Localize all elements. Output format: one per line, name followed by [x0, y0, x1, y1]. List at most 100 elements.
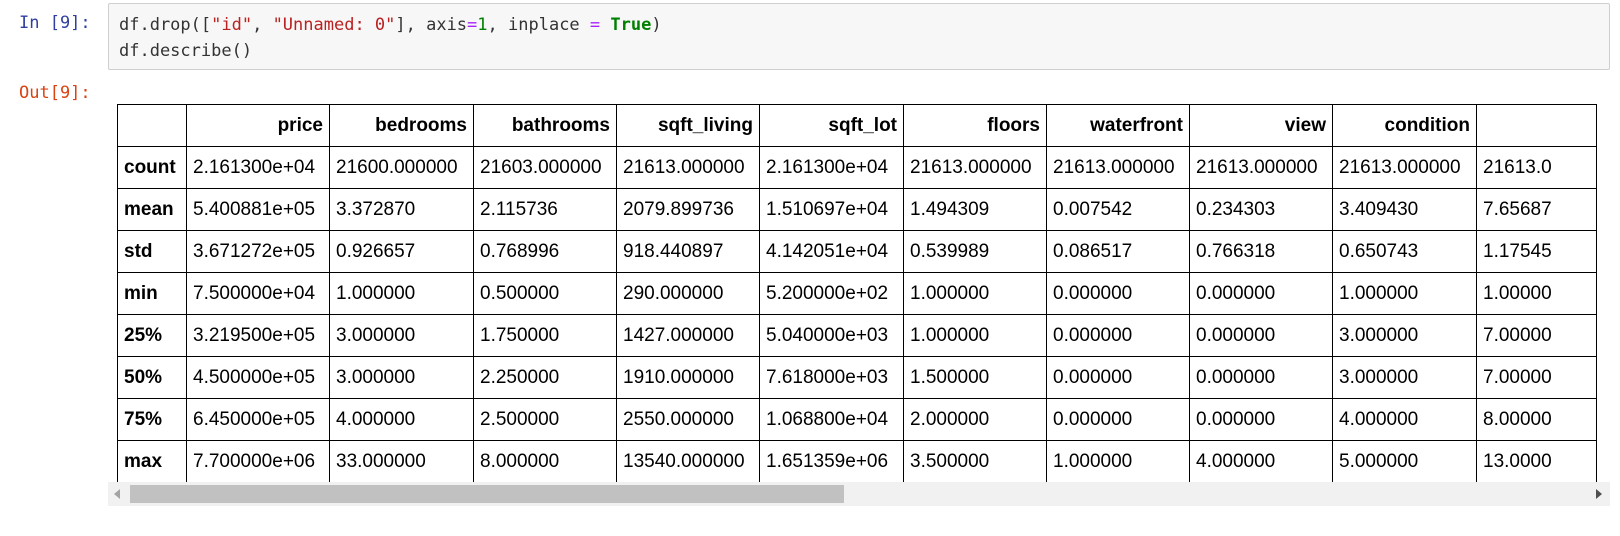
- table-cell: 13.0000: [1476, 440, 1597, 483]
- table-cell: 4.500000e+05: [186, 356, 330, 399]
- table-row: std 3.671272e+05 0.926657 0.768996 918.44089…: [117, 230, 1597, 273]
- table-cell: 5.200000e+02: [759, 272, 904, 315]
- table-cell: 0.000000: [1046, 314, 1190, 357]
- table-row: min 7.500000e+04 1.000000 0.500000 290.00000…: [117, 272, 1597, 315]
- table-cell: 21613.000000: [616, 146, 760, 189]
- table-row: count 2.161300e+04 21600.000000 21603.00000…: [117, 146, 1597, 189]
- code-token: ,: [252, 15, 273, 35]
- table-cell: 0.000000: [1046, 356, 1190, 399]
- index-header: [117, 104, 187, 147]
- table-cell: 3.372870: [329, 188, 474, 231]
- table-cell: 1.494309: [903, 188, 1047, 231]
- table-cell: 3.219500e+05: [186, 314, 330, 357]
- code-token: [600, 15, 610, 35]
- describe-table: price bedrooms bathrooms sqft_living sqft_lo…: [117, 104, 1597, 483]
- row-label: 25%: [117, 314, 187, 357]
- table-cell: 1427.000000: [616, 314, 760, 357]
- table-row: 75% 6.450000e+05 4.000000 2.500000 2550.0000…: [117, 398, 1597, 441]
- table-cell: 3.671272e+05: [186, 230, 330, 273]
- table-row: 25% 3.219500e+05 3.000000 1.750000 1427.0000…: [117, 314, 1597, 357]
- table-cell: 1.510697e+04: [759, 188, 904, 231]
- table-cell: 1.500000: [903, 356, 1047, 399]
- table-cell: 918.440897: [616, 230, 760, 273]
- table-cell: 3.000000: [1332, 314, 1477, 357]
- table-cell: 21613.000000: [1046, 146, 1190, 189]
- column-header: condition: [1332, 104, 1477, 147]
- table-row: mean 5.400881e+05 3.372870 2.115736 2079.899…: [117, 188, 1597, 231]
- column-header: price: [186, 104, 330, 147]
- row-label: mean: [117, 188, 187, 231]
- code-token: df.drop([: [119, 15, 212, 35]
- table-cell: 2.000000: [903, 398, 1047, 441]
- table-cell: 1.000000: [1046, 440, 1190, 483]
- table-cell: 21603.000000: [473, 146, 617, 189]
- table-cell: 7.00000: [1476, 356, 1597, 399]
- table-cell: 3.000000: [329, 314, 474, 357]
- row-label: max: [117, 440, 187, 483]
- scroll-right-arrow-icon[interactable]: [1596, 489, 1602, 499]
- table-body: count 2.161300e+04 21600.000000 21603.00000…: [117, 146, 1597, 483]
- table-cell: 2.115736: [473, 188, 617, 231]
- code-string: "id": [211, 15, 253, 35]
- table-cell: 5.040000e+03: [759, 314, 904, 357]
- table-cell: 1.00000: [1476, 272, 1597, 315]
- table-cell: 0.926657: [329, 230, 474, 273]
- table-cell: 3.000000: [329, 356, 474, 399]
- table-cell: 21613.000000: [1332, 146, 1477, 189]
- table-cell: 0.768996: [473, 230, 617, 273]
- table-cell: 7.500000e+04: [186, 272, 330, 315]
- table-cell: 21613.000000: [903, 146, 1047, 189]
- table-cell: 2550.000000: [616, 398, 760, 441]
- table-cell: 0.766318: [1189, 230, 1333, 273]
- table-cell: 0.007542: [1046, 188, 1190, 231]
- code-line-2: df.describe(): [119, 41, 253, 61]
- table-cell: 4.142051e+04: [759, 230, 904, 273]
- column-header: view: [1189, 104, 1333, 147]
- table-cell: 2.161300e+04: [186, 146, 330, 189]
- table-cell: 0.000000: [1189, 314, 1333, 357]
- table-cell: 290.000000: [616, 272, 760, 315]
- table-cell: 1.000000: [903, 314, 1047, 357]
- table-cell: 0.086517: [1046, 230, 1190, 273]
- table-cell: 3.500000: [903, 440, 1047, 483]
- horizontal-scrollbar[interactable]: [108, 482, 1610, 506]
- row-label: count: [117, 146, 187, 189]
- code-keyword: True: [610, 15, 652, 35]
- column-header: sqft_lot: [759, 104, 904, 147]
- table-cell: 0.000000: [1046, 272, 1190, 315]
- code-operator: =: [589, 15, 601, 35]
- table-cell: 21600.000000: [329, 146, 474, 189]
- table-cell: 7.65687: [1476, 188, 1597, 231]
- row-label: min: [117, 272, 187, 315]
- table-cell: 8.000000: [473, 440, 617, 483]
- scroll-left-arrow-icon[interactable]: [114, 489, 120, 499]
- table-cell: 0.234303: [1189, 188, 1333, 231]
- table-cell: 1.068800e+04: [759, 398, 904, 441]
- table-cell: 4.000000: [1332, 398, 1477, 441]
- code-operator: =: [467, 15, 478, 35]
- table-cell: 21613.0: [1476, 146, 1597, 189]
- code-cell[interactable]: df.drop(["id", "Unnamed: 0"], axis=1, in…: [108, 3, 1610, 70]
- table-cell: 13540.000000: [616, 440, 760, 483]
- column-header: bedrooms: [329, 104, 474, 147]
- dataframe-viewport: price bedrooms bathrooms sqft_living sqft_lo…: [117, 104, 1610, 499]
- table-cell: 8.00000: [1476, 398, 1597, 441]
- column-header: [1476, 104, 1597, 147]
- table-cell: 4.000000: [329, 398, 474, 441]
- table-cell: 5.400881e+05: [186, 188, 330, 231]
- table-cell: 21613.000000: [1189, 146, 1333, 189]
- scrollbar-thumb[interactable]: [130, 485, 844, 503]
- table-cell: 5.000000: [1332, 440, 1477, 483]
- table-cell: 3.000000: [1332, 356, 1477, 399]
- column-header: sqft_living: [616, 104, 760, 147]
- input-prompt: In [9]:: [19, 13, 91, 33]
- table-cell: 2079.899736: [616, 188, 760, 231]
- table-row: max 7.700000e+06 33.000000 8.000000 13540.00…: [117, 440, 1597, 483]
- table-cell: 33.000000: [329, 440, 474, 483]
- table-cell: 1.000000: [329, 272, 474, 315]
- code-token: ): [651, 15, 662, 35]
- table-cell: 7.618000e+03: [759, 356, 904, 399]
- column-header: waterfront: [1046, 104, 1190, 147]
- row-label: std: [117, 230, 187, 273]
- code-token: , inplace: [487, 15, 590, 35]
